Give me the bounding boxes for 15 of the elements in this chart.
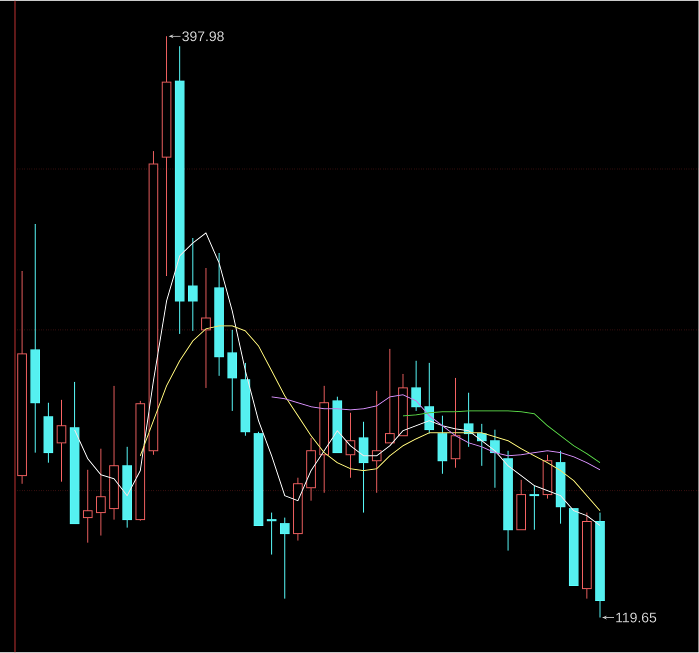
candlestick: [56, 399, 66, 482]
candlestick: [385, 348, 395, 444]
candlestick: [96, 448, 106, 536]
candlestick: [529, 485, 540, 530]
candlestick: [411, 360, 421, 412]
candlestick: [346, 412, 356, 478]
text: 119.65: [616, 612, 656, 622]
candlestick: [82, 469, 93, 544]
candlestick: [490, 429, 500, 488]
annotation: 397.98: [182, 31, 224, 42]
candlestick: [266, 512, 276, 556]
candlestick: [280, 517, 290, 600]
candlestick: [188, 237, 198, 332]
candlestick: [450, 377, 460, 468]
candlestick: [201, 268, 211, 388]
